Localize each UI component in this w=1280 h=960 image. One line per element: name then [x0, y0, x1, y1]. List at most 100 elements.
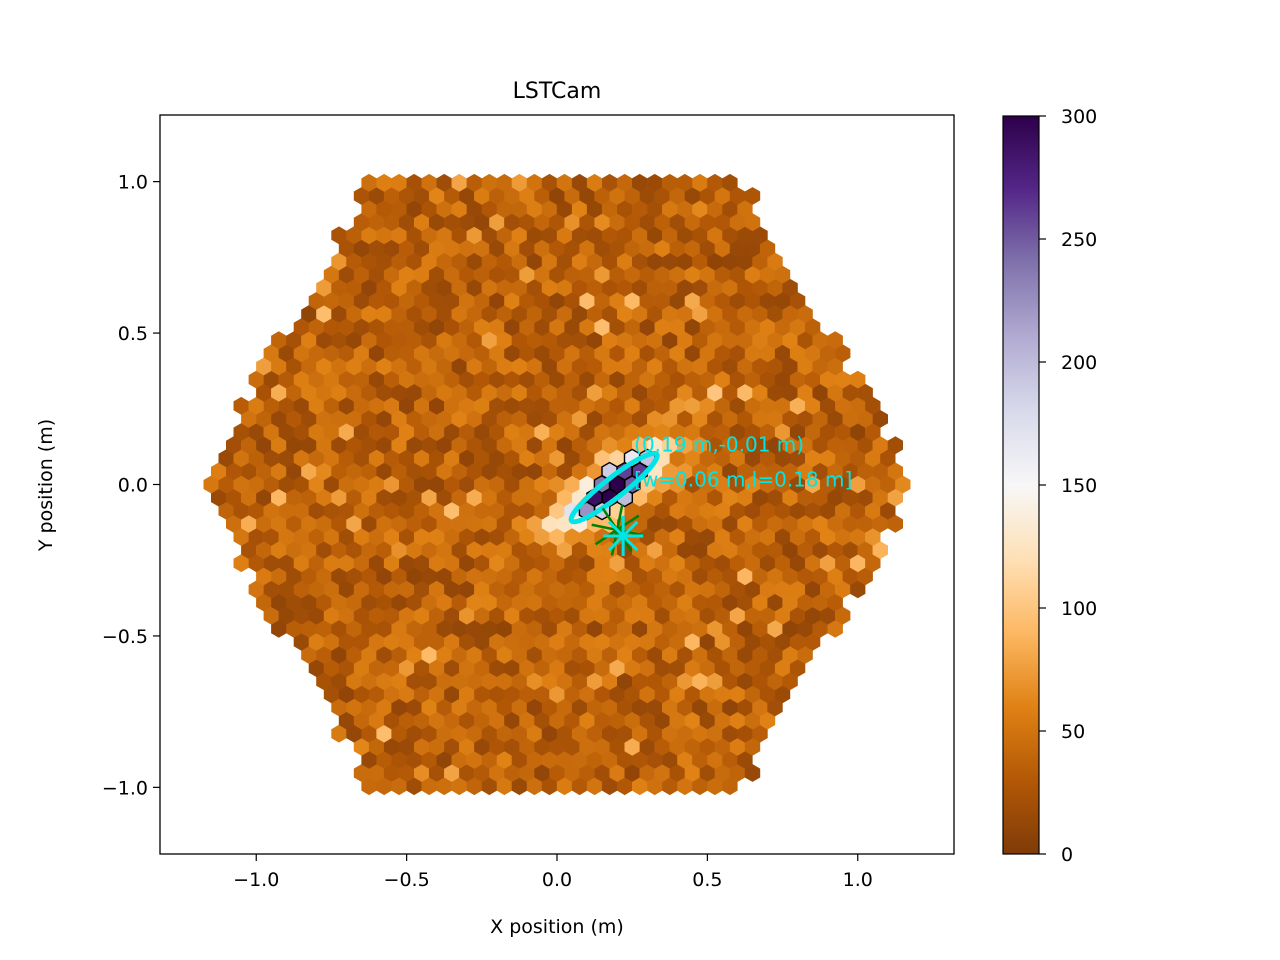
- camera-pixel: [752, 278, 768, 297]
- camera-pixel: [647, 698, 663, 717]
- camera-pixel: [496, 593, 512, 612]
- camera-pixel: [444, 475, 460, 494]
- camera-pixel: [308, 633, 325, 651]
- camera-pixel: [338, 501, 355, 520]
- camera-pixel: [722, 619, 738, 638]
- camera-pixel: [744, 396, 761, 415]
- camera-pixel: [812, 541, 828, 559]
- camera-pixel: [699, 344, 715, 363]
- camera-pixel: [549, 475, 565, 494]
- camera-pixel: [729, 528, 746, 546]
- camera-pixel: [474, 554, 490, 573]
- hillas-centroid-label: (0.19 m,-0.01 m): [634, 433, 804, 457]
- camera-pixel: [504, 711, 520, 730]
- camera-pixel: [436, 462, 452, 481]
- camera-pixel: [361, 305, 377, 323]
- camera-pixel: [835, 528, 851, 546]
- camera-pixel: [399, 449, 415, 468]
- camera-pixel: [571, 724, 588, 743]
- camera-pixel: [504, 685, 520, 704]
- camera-pixel: [564, 396, 580, 415]
- camera-pixel: [564, 370, 580, 389]
- camera-pixel: [579, 370, 595, 389]
- camera-pixel: [429, 213, 445, 232]
- camera-pixel: [586, 278, 603, 297]
- camera-pixel: [316, 410, 332, 428]
- camera-pixel: [429, 685, 445, 704]
- camera-pixel: [887, 436, 903, 455]
- camera-pixel: [489, 423, 505, 441]
- camera-pixel: [466, 331, 482, 350]
- camera-pixel: [383, 423, 400, 441]
- camera-pixel: [353, 213, 370, 232]
- camera-pixel: [594, 554, 610, 573]
- camera-pixel: [534, 370, 550, 389]
- camera-pixel: [481, 593, 497, 612]
- camera-pixel: [399, 423, 415, 441]
- camera-pixel: [519, 292, 535, 310]
- camera-pixel: [391, 698, 407, 717]
- camera-pixel: [699, 554, 715, 573]
- camera-pixel: [308, 528, 325, 546]
- camera-pixel: [429, 501, 445, 520]
- camera-pixel: [624, 265, 640, 284]
- camera-pixel: [707, 357, 723, 376]
- camera-pixel: [511, 777, 528, 796]
- camera-pixel: [436, 331, 452, 350]
- camera-pixel: [617, 646, 633, 664]
- camera-pixel: [707, 698, 723, 717]
- camera-pixel: [699, 528, 715, 546]
- camera-pixel: [406, 593, 422, 612]
- camera-pixel: [684, 606, 700, 625]
- camera-pixel: [459, 737, 475, 756]
- camera-pixel: [346, 488, 362, 507]
- camera-pixel: [812, 462, 828, 481]
- camera-pixel: [662, 436, 678, 455]
- camera-pixel: [361, 357, 377, 376]
- camera-pixel: [444, 265, 460, 284]
- camera-pixel: [338, 685, 355, 704]
- camera-pixel: [556, 383, 573, 402]
- camera-pixel: [759, 633, 776, 651]
- camera-pixel: [586, 672, 603, 691]
- camera-pixel: [504, 344, 520, 363]
- camera-pixel: [301, 593, 317, 612]
- camera-pixel: [399, 396, 415, 415]
- camera-pixel: [481, 777, 497, 796]
- camera-pixel: [459, 685, 475, 704]
- camera-pixel: [331, 724, 347, 743]
- camera-pixel: [654, 318, 670, 336]
- camera-pixel: [609, 659, 625, 677]
- camera-pixel: [692, 383, 708, 402]
- y-axis-ticks: −1.0−0.50.00.51.0: [102, 172, 160, 799]
- camera-pixel: [579, 764, 595, 782]
- camera-pixel: [519, 528, 535, 546]
- camera-pixel: [376, 410, 392, 428]
- camera-pixel: [474, 659, 490, 677]
- camera-pixel: [677, 514, 693, 533]
- camera-pixel: [331, 488, 347, 507]
- camera-pixel: [414, 659, 430, 677]
- camera-pixel: [684, 318, 700, 336]
- camera-pixel: [414, 396, 430, 415]
- camera-pixel: [827, 331, 843, 350]
- camera-pixel: [789, 475, 806, 494]
- camera-pixel: [376, 200, 392, 218]
- camera-pixel: [617, 436, 633, 455]
- camera-pixel: [466, 278, 482, 297]
- camera-pixel: [714, 685, 731, 704]
- camera-pixel: [774, 344, 791, 363]
- camera-pixel: [579, 396, 595, 415]
- camera-pixel: [526, 488, 543, 507]
- camera-pixel: [789, 423, 806, 441]
- camera-pixel: [602, 436, 618, 455]
- camera-pixel: [579, 475, 595, 494]
- camera-pixel: [421, 724, 437, 743]
- camera-pixel: [692, 462, 708, 481]
- camera-pixel: [489, 475, 505, 494]
- camera-pixel: [714, 737, 731, 756]
- camera-pixel: [714, 659, 731, 677]
- camera-pixel: [677, 593, 693, 612]
- camera-pixel: [699, 685, 715, 704]
